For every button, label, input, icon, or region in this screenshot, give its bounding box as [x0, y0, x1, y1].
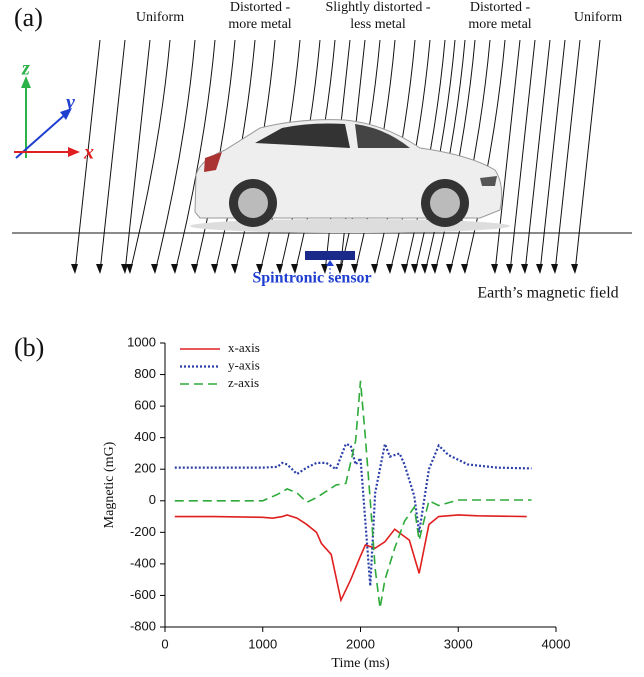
arrowhead — [151, 264, 158, 274]
arrowhead — [171, 264, 178, 274]
field-line — [125, 40, 150, 272]
x-tick-label: 0 — [161, 636, 168, 651]
y-tick-label: 200 — [134, 461, 156, 476]
arrowhead — [211, 264, 218, 274]
y-tick-label: -600 — [130, 587, 156, 602]
zone-label: Uniform — [574, 10, 622, 25]
y-tick-label: 800 — [134, 366, 156, 381]
y-tick-label: -200 — [130, 524, 156, 539]
arrowhead — [411, 264, 418, 274]
zone-label: Slightly distorted - — [326, 0, 431, 15]
arrowhead — [371, 264, 378, 274]
y-tick-label: 0 — [149, 492, 156, 507]
panel-a: (a) z y x — [12, 0, 632, 301]
zone-label: more metal — [228, 17, 291, 32]
coord-axes: z y x — [14, 58, 94, 164]
figure: (a) z y x — [0, 0, 644, 677]
arrowhead — [421, 264, 428, 274]
arrowhead — [431, 264, 438, 274]
arrowhead — [461, 264, 468, 274]
y-tick-label: 600 — [134, 398, 156, 413]
field-line — [130, 40, 170, 272]
panel-label: (b) — [14, 333, 44, 362]
y-tick-label: -400 — [130, 555, 156, 570]
field-line — [100, 40, 125, 272]
arrowhead — [521, 264, 528, 274]
y-tick-label: 400 — [134, 429, 156, 444]
series-line — [175, 515, 527, 600]
arrowhead — [446, 264, 453, 274]
legend-label: z-axis — [228, 375, 259, 390]
axis-x: x — [83, 142, 94, 164]
arrowhead — [126, 264, 133, 274]
legend-label: x-axis — [228, 340, 260, 355]
panel-b: (b) -800 -600 -400 -200 0 200 400 600 800 1000 0 10… — [14, 333, 570, 671]
arrowhead — [506, 264, 513, 274]
arrowhead — [191, 264, 198, 274]
arrowhead — [571, 264, 578, 274]
arrowhead — [71, 264, 78, 274]
field-line — [555, 40, 580, 272]
x-tick-label: 3000 — [444, 636, 473, 651]
arrowhead — [386, 264, 393, 274]
sensor-label: Spintronic sensor — [252, 270, 371, 287]
x-axis-label: Time (ms) — [331, 656, 390, 671]
field-line — [495, 40, 520, 272]
x-tick-label: 4000 — [542, 636, 571, 651]
y-tick-label: 1000 — [127, 334, 156, 349]
panel-label: (a) — [14, 3, 43, 32]
zone-label: less metal — [350, 17, 406, 32]
axis-y: y — [64, 92, 75, 114]
axis-z: z — [21, 58, 30, 80]
y-tick-label: -800 — [130, 618, 156, 633]
zone-label: Distorted - — [230, 0, 291, 15]
arrowhead — [491, 264, 498, 274]
car — [190, 120, 510, 233]
arrowhead — [551, 264, 558, 274]
legend-label: y-axis — [228, 357, 260, 372]
arrowhead — [536, 264, 543, 274]
x-tick-label: 1000 — [248, 636, 277, 651]
field-line — [525, 40, 550, 272]
arrowhead — [96, 264, 103, 274]
arrowhead — [401, 264, 408, 274]
field-label: Earth’s magnetic field — [477, 285, 618, 302]
zone-label: more metal — [468, 17, 531, 32]
zone-label: Distorted - — [470, 0, 531, 15]
arrowhead — [231, 264, 238, 274]
y-axis-label: Magnetic (mG) — [102, 441, 117, 528]
field-line — [175, 40, 215, 272]
zone-label: Uniform — [136, 10, 184, 25]
field-line — [540, 40, 565, 272]
field-line — [575, 40, 600, 272]
x-tick-label: 2000 — [346, 636, 375, 651]
field-line — [155, 40, 195, 272]
field-line — [510, 40, 535, 272]
zone-labels: Uniform Distorted - more metal Slightly dis… — [136, 0, 622, 32]
